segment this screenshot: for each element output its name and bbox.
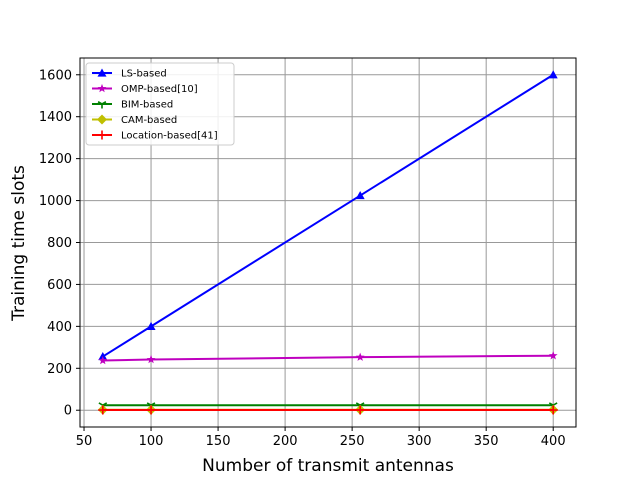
- legend-entry: BIM-based: [92, 100, 173, 111]
- y-axis-ticks: 0 200 400 600 800 1000 1200 1400 1600: [39, 68, 80, 419]
- data-point: [146, 405, 156, 415]
- legend: LS-based OMP-based[10] BIM-based CAM-based L…: [85, 62, 235, 146]
- y-tick-label: 1600: [39, 68, 72, 83]
- x-tick-label: 50: [76, 434, 93, 449]
- x-axis-label: Number of transmit antennas: [202, 456, 454, 476]
- series-line: [102, 354, 554, 362]
- data-point: [548, 351, 558, 360]
- data-point: [548, 405, 558, 415]
- data-point: [548, 70, 558, 79]
- legend-label: LS-based: [121, 69, 167, 80]
- legend-entry: OMP-based[10]: [92, 83, 198, 95]
- series-line: [102, 73, 554, 358]
- x-tick-label: 300: [407, 434, 432, 449]
- y-tick-label: 600: [47, 278, 72, 293]
- x-tick-label: 250: [340, 434, 365, 449]
- y-tick-label: 0: [64, 404, 72, 419]
- x-tick-label: 100: [139, 434, 164, 449]
- data-point: [97, 83, 107, 93]
- legend-entry: Location-based[41]: [92, 130, 218, 142]
- data-point: [98, 405, 108, 415]
- legend-label: CAM-based: [121, 115, 177, 126]
- x-tick-label: 200: [273, 434, 298, 449]
- legend-label: OMP-based[10]: [121, 84, 198, 95]
- data-point: [355, 191, 365, 200]
- data-point: [98, 355, 108, 365]
- legend-entry: CAM-based: [92, 114, 177, 126]
- data-point: [146, 354, 156, 364]
- y-tick-label: 1000: [39, 194, 72, 209]
- legend-entry: LS-based: [92, 68, 167, 80]
- data-point: [97, 114, 107, 125]
- data-point: [97, 130, 107, 140]
- legend-label: Location-based[41]: [121, 131, 218, 142]
- y-axis-label: Training time slots: [9, 165, 29, 322]
- data-point: [355, 352, 365, 361]
- data-point: [355, 405, 365, 415]
- series-ls-based: [98, 70, 558, 361]
- series-layer: [97, 70, 559, 415]
- x-tick-label: 400: [541, 434, 566, 449]
- legend-box: [85, 62, 235, 146]
- data-point: [97, 101, 107, 109]
- x-tick-label: 150: [206, 434, 231, 449]
- y-tick-label: 400: [47, 320, 72, 335]
- x-tick-label: 350: [474, 434, 499, 449]
- y-tick-label: 200: [47, 362, 72, 377]
- y-tick-label: 800: [47, 236, 72, 251]
- data-point: [146, 321, 156, 330]
- series-location-based-41: [98, 405, 558, 415]
- y-tick-label: 1400: [39, 110, 72, 125]
- series-omp-based-10: [98, 351, 558, 365]
- x-axis-ticks: 50 100 150 200 250 300 350 400: [76, 427, 566, 449]
- y-tick-label: 1200: [39, 152, 72, 167]
- legend-label: BIM-based: [121, 100, 173, 111]
- data-point: [97, 68, 107, 77]
